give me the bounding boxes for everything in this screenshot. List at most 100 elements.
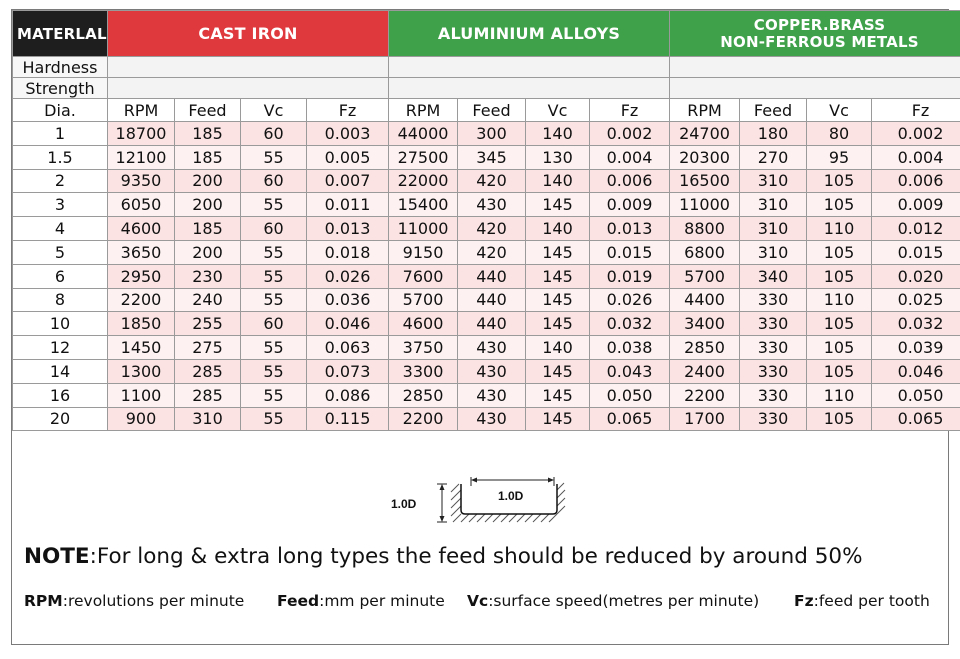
vc-cell: 55 — [240, 406, 307, 432]
rpm-cell: 6800 — [669, 239, 741, 265]
feed-column-header: Feed — [739, 98, 808, 122]
table-row: 1 18700 185 60 0.003 44000 300 140 0.002 24700 180… — [12, 121, 960, 146]
feed-cell: 275 — [174, 335, 241, 360]
cast-iron-hardness-cell — [106, 56, 390, 78]
vc-cell: 140 — [525, 216, 591, 241]
feed-cell: 330 — [739, 382, 808, 408]
aluminium-strength-cell — [388, 77, 671, 99]
dia-cell: 1.5 — [12, 144, 108, 170]
dia-cell: 5 — [12, 239, 108, 265]
fz-column-header: Fz — [871, 98, 960, 122]
table-row: 14 1300 285 55 0.073 3300 430 145 0.043 2400 330 10… — [12, 358, 960, 384]
feed-cell: 285 — [174, 358, 241, 384]
fz-cell: 0.020 — [871, 263, 960, 289]
rpm-cell: 2850 — [388, 382, 459, 408]
feed-cell: 345 — [457, 144, 527, 170]
depth-label: 1.0D — [391, 497, 417, 511]
fz-cell: 0.038 — [589, 335, 671, 360]
dia-cell: 8 — [12, 287, 108, 313]
fz-cell: 0.015 — [589, 239, 671, 265]
fz-cell: 0.004 — [871, 144, 960, 170]
feed-cell: 430 — [457, 406, 527, 432]
slot-depth-diagram: 1.0D 1.0D — [391, 477, 566, 523]
rpm-cell: 2950 — [107, 263, 175, 289]
cutting-data-sheet: MATERLAL CAST IRON ALUMINIUM ALLOYS COPP… — [11, 9, 960, 645]
fz-cell: 0.026 — [305, 263, 390, 289]
legend-feed: Feed:mm per minute — [277, 592, 445, 610]
vc-cell: 60 — [240, 168, 307, 194]
rpm-cell: 2400 — [669, 358, 741, 384]
rpm-column-header: RPM — [669, 98, 741, 122]
rpm-cell: 3650 — [107, 239, 175, 265]
hardness-label: Hardness — [12, 56, 108, 78]
vc-cell: 105 — [806, 358, 873, 384]
vc-column-header: Vc — [806, 98, 873, 122]
vc-cell: 55 — [240, 287, 307, 313]
fz-cell: 0.036 — [305, 287, 390, 313]
dia-cell: 14 — [12, 358, 108, 384]
rpm-cell: 900 — [107, 406, 175, 432]
feed-cell: 420 — [457, 239, 527, 265]
aluminium-hardness-cell — [388, 56, 671, 78]
rpm-cell: 3400 — [669, 311, 741, 337]
table-row: 10 1850 255 60 0.046 4600 440 145 0.032 3400 330 10… — [12, 311, 960, 337]
table-row: 1.5 12100 185 55 0.005 27500 345 130 0.004 20300 2… — [12, 144, 960, 170]
table-row: 6 2950 230 55 0.026 7600 440 145 0.019 5700 340 105… — [12, 263, 960, 289]
rpm-cell: 1850 — [107, 311, 175, 337]
vc-cell: 140 — [525, 335, 591, 360]
strength-label: Strength — [12, 77, 108, 99]
rpm-cell: 7600 — [388, 263, 459, 289]
rpm-cell: 16500 — [669, 168, 741, 194]
rpm-cell: 8800 — [669, 216, 741, 241]
rpm-cell: 24700 — [669, 121, 741, 146]
feed-cell: 430 — [457, 335, 527, 360]
fz-cell: 0.063 — [305, 335, 390, 360]
dia-cell: 16 — [12, 382, 108, 408]
cutting-parameters-table: MATERLAL CAST IRON ALUMINIUM ALLOYS COPP… — [12, 10, 960, 432]
dia-cell: 1 — [12, 121, 108, 146]
feed-cell: 200 — [174, 168, 241, 194]
feed-cell: 430 — [457, 192, 527, 218]
copper-brass-header: COPPER.BRASS NON-FERROUS METALS — [669, 10, 960, 57]
feed-cell: 185 — [174, 121, 241, 146]
dia-cell: 20 — [12, 406, 108, 432]
rpm-cell: 4600 — [388, 311, 459, 337]
rpm-cell: 5700 — [669, 263, 741, 289]
fz-cell: 0.013 — [305, 216, 390, 241]
fz-cell: 0.019 — [589, 263, 671, 289]
vc-cell: 140 — [525, 168, 591, 194]
vc-cell: 80 — [806, 121, 873, 146]
vc-cell: 60 — [240, 121, 307, 146]
fz-cell: 0.007 — [305, 168, 390, 194]
fz-cell: 0.050 — [871, 382, 960, 408]
feed-cell: 255 — [174, 311, 241, 337]
rpm-cell: 11000 — [388, 216, 459, 241]
fz-cell: 0.006 — [871, 168, 960, 194]
fz-cell: 0.025 — [871, 287, 960, 313]
vc-cell: 140 — [525, 121, 591, 146]
vc-cell: 60 — [240, 216, 307, 241]
fz-cell: 0.004 — [589, 144, 671, 170]
rpm-cell: 22000 — [388, 168, 459, 194]
vc-cell: 55 — [240, 263, 307, 289]
feed-cell: 340 — [739, 263, 808, 289]
fz-cell: 0.115 — [305, 406, 390, 432]
rpm-cell: 2200 — [669, 382, 741, 408]
fz-cell: 0.009 — [589, 192, 671, 218]
table-row: 2 9350 200 60 0.007 22000 420 140 0.006 16500 310 1… — [12, 168, 960, 194]
dia-column-header: Dia. — [12, 98, 108, 122]
dia-cell: 4 — [12, 216, 108, 241]
vc-cell: 105 — [806, 406, 873, 432]
fz-column-header: Fz — [305, 98, 390, 122]
feed-cell: 310 — [739, 216, 808, 241]
dia-cell: 6 — [12, 263, 108, 289]
feed-cell: 330 — [739, 335, 808, 360]
fz-cell: 0.046 — [871, 358, 960, 384]
fz-cell: 0.043 — [589, 358, 671, 384]
fz-cell: 0.002 — [589, 121, 671, 146]
vc-cell: 55 — [240, 358, 307, 384]
feed-cell: 200 — [174, 239, 241, 265]
vc-cell: 145 — [525, 263, 591, 289]
feed-cell: 430 — [457, 382, 527, 408]
feed-cell: 310 — [739, 239, 808, 265]
